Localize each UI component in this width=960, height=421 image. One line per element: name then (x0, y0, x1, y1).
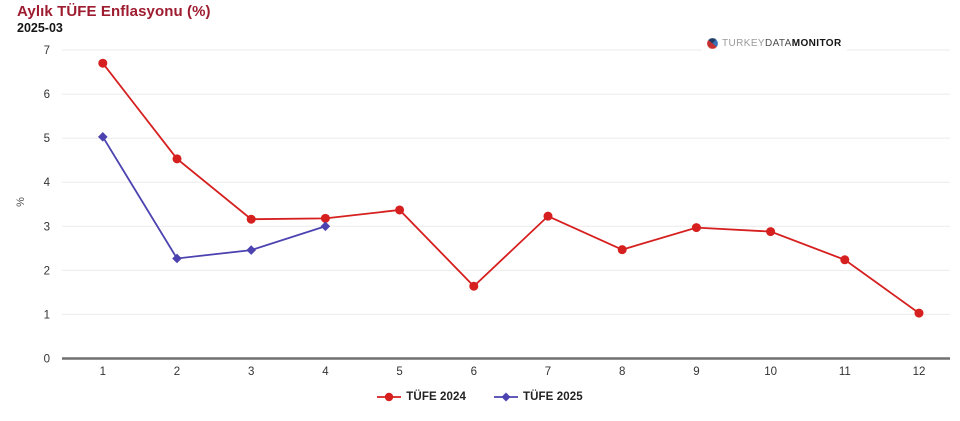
y-tick-label: 5 (44, 133, 50, 145)
series-1 (98, 132, 331, 264)
data-point (469, 281, 479, 291)
x-tick-label: 7 (545, 366, 551, 378)
logo-text: TURKEYDATAMONITOR (722, 38, 842, 49)
x-tick-label: 10 (764, 366, 777, 378)
data-point (840, 255, 850, 265)
data-point (617, 245, 627, 255)
data-point (98, 132, 108, 142)
legend-item-tufe-2025[interactable]: TÜFE 2025 (494, 391, 583, 403)
legend-marker-diamond-icon (494, 392, 518, 402)
x-tick-label: 6 (471, 366, 477, 378)
x-tick-label: 8 (619, 366, 625, 378)
x-tick-label: 12 (913, 366, 926, 378)
y-tick-label: 0 (44, 354, 50, 366)
y-tick-label: 3 (44, 221, 50, 233)
x-tick-label: 3 (248, 366, 254, 378)
data-point (766, 227, 776, 237)
pie-globe-icon (707, 38, 718, 49)
legend-marker-circle-icon (377, 392, 402, 402)
data-point (246, 245, 256, 255)
logo-text-turkey: TURKEY (722, 38, 765, 49)
x-tick-label: 9 (693, 366, 699, 378)
legend-label: TÜFE 2025 (523, 391, 583, 403)
data-point (172, 154, 182, 164)
logo-text-monitor: MONITOR (791, 38, 842, 49)
data-point (98, 58, 108, 68)
y-tick-label: 7 (44, 45, 50, 57)
legend-item-tufe-2024[interactable]: TÜFE 2024 (377, 391, 466, 403)
y-tick-label: 4 (44, 177, 51, 189)
series-line (102, 136, 326, 260)
x-tick-label: 5 (396, 366, 402, 378)
chart-subtitle: 2025-03 (17, 21, 63, 35)
data-point (914, 308, 924, 318)
x-tick-label: 4 (322, 366, 329, 378)
y-tick-label: 2 (44, 265, 50, 277)
x-tick-label: 11 (839, 366, 851, 378)
x-tick-label: 2 (174, 366, 180, 378)
data-point (691, 223, 701, 233)
series-0 (98, 58, 924, 318)
legend-label: TÜFE 2024 (406, 391, 466, 403)
chart-title: Aylık TÜFE Enflasyonu (%) (17, 3, 211, 20)
x-tick-label: 1 (100, 366, 106, 378)
y-tick-label: 6 (44, 89, 50, 101)
data-point (395, 205, 405, 215)
y-tick-label: 1 (44, 309, 50, 321)
series-line (102, 62, 920, 314)
logo-text-data: DATA (764, 38, 792, 49)
legend: TÜFE 2024 TÜFE 2025 (0, 391, 960, 403)
data-point (543, 211, 553, 221)
data-point (501, 392, 511, 402)
data-point (385, 392, 394, 402)
data-point (246, 214, 256, 224)
turkeydatamonitor-logo: TURKEYDATAMONITOR (702, 36, 847, 51)
data-point (172, 253, 182, 264)
data-point (320, 213, 330, 223)
data-point (320, 221, 331, 232)
y-axis-label: % (14, 197, 27, 207)
